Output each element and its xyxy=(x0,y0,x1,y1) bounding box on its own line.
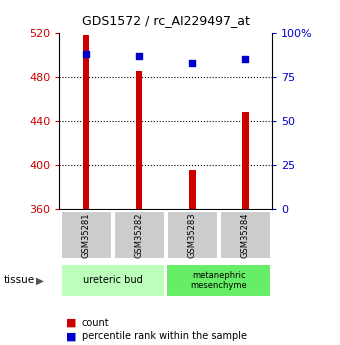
Point xyxy=(136,53,142,58)
Point xyxy=(190,60,195,66)
Text: ■: ■ xyxy=(66,332,77,341)
Text: count: count xyxy=(82,318,109,327)
Text: metanephric
mesenchyme: metanephric mesenchyme xyxy=(190,270,247,290)
Bar xyxy=(166,264,271,297)
Text: ▶: ▶ xyxy=(36,275,44,285)
Text: GSM35281: GSM35281 xyxy=(82,213,90,258)
Text: GSM35282: GSM35282 xyxy=(135,213,144,258)
Text: GSM35283: GSM35283 xyxy=(188,213,197,258)
Bar xyxy=(136,71,142,209)
Text: ureteric bud: ureteric bud xyxy=(83,275,142,285)
Bar xyxy=(189,170,196,209)
Point xyxy=(83,51,89,57)
Bar xyxy=(242,112,249,209)
Bar xyxy=(167,211,218,259)
Text: percentile rank within the sample: percentile rank within the sample xyxy=(82,332,246,341)
Bar xyxy=(114,211,165,259)
Bar xyxy=(83,35,89,209)
Text: GSM35284: GSM35284 xyxy=(241,213,250,258)
Point xyxy=(243,56,248,62)
Text: ■: ■ xyxy=(66,318,77,327)
Bar xyxy=(220,211,271,259)
Bar xyxy=(61,264,165,297)
Text: tissue: tissue xyxy=(3,275,35,285)
Bar xyxy=(61,211,112,259)
Text: GDS1572 / rc_AI229497_at: GDS1572 / rc_AI229497_at xyxy=(82,14,250,27)
